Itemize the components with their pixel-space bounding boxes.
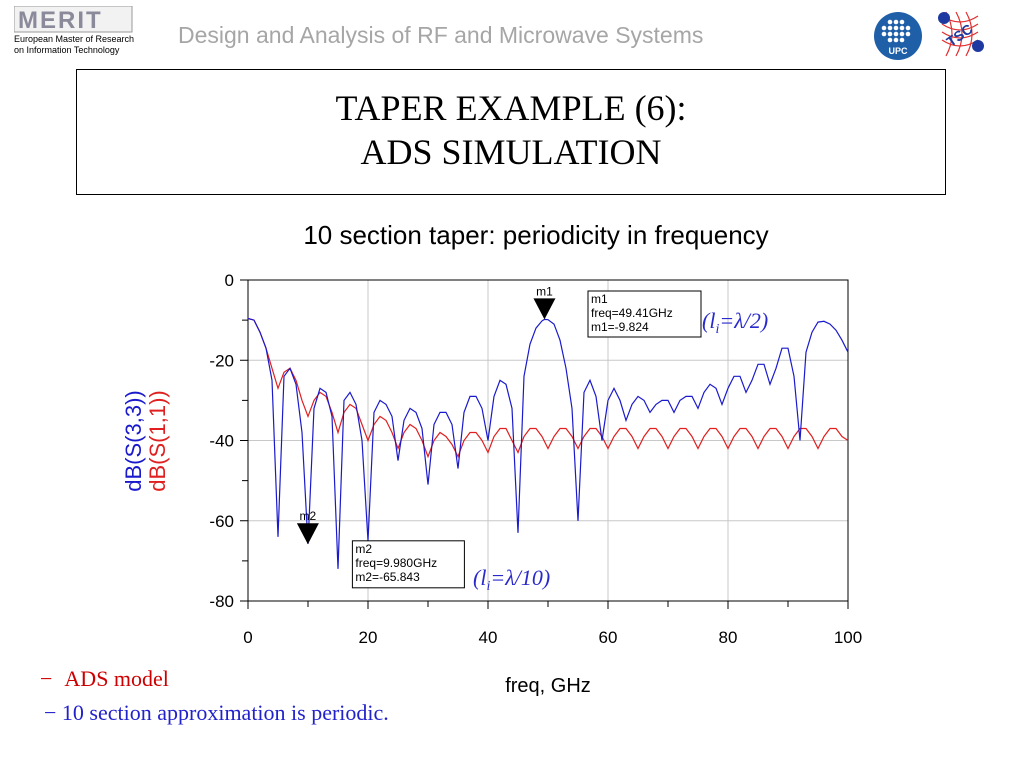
slide-title-line2: ADS SIMULATION	[360, 132, 662, 172]
slide-title-line1: TAPER EXAMPLE (6):	[335, 88, 687, 128]
bullet-ads-model: − ADS model	[40, 666, 169, 692]
course-title: Design and Analysis of RF and Microwave …	[178, 22, 704, 48]
slide-title-box: TAPER EXAMPLE (6): ADS SIMULATION	[76, 69, 946, 195]
annotation-tenth-rest: =λ/10)	[490, 565, 550, 590]
x-tick-label: 40	[479, 628, 498, 647]
bullet-periodic-text: 10 section approximation is periodic.	[61, 700, 389, 725]
marker-m1-triangle	[533, 298, 556, 320]
merit-logo-text: MERIT	[18, 7, 103, 34]
y-axis-label-s33: dB(S(3,3))	[121, 390, 146, 491]
x-tick-label: 0	[243, 628, 252, 647]
marker-layer: m1m1freq=49.41GHzm1=-9.824m2m2freq=9.980…	[296, 284, 702, 589]
marker-m1-label: m1	[536, 284, 553, 298]
merit-subtitle-line2: on Information Technology	[14, 45, 120, 55]
annotation-half-sub: i	[715, 322, 719, 337]
annotation-half-rest: =λ/2)	[719, 308, 768, 333]
marker-m2-triangle	[296, 523, 319, 545]
x-axis-label: freq, GHz	[505, 675, 591, 697]
marker-m1-readout-line: m1=-9.824	[591, 320, 649, 334]
merit-subtitle-line1: European Master of Research	[14, 34, 135, 44]
annotation-tenth-sub: i	[486, 579, 490, 594]
bullet-dash: −	[40, 666, 53, 691]
y-tick-label: -40	[209, 432, 234, 451]
x-tick-label: 80	[719, 628, 738, 647]
bullet-ads-model-text: ADS model	[64, 666, 169, 691]
marker-m2-readout-line: m2=-65.843	[355, 570, 420, 584]
y-tick-label: -20	[209, 351, 234, 370]
marker-m1-readout-box	[587, 290, 702, 338]
upc-logo-text: UPC	[888, 46, 908, 56]
merit-logo: MERIT	[14, 6, 133, 34]
series-line-s11	[247, 317, 849, 459]
upc-logo: UPC	[874, 12, 922, 60]
annotation-half-main: (l	[702, 308, 715, 333]
marker-m2-readout-line: freq=9.980GHz	[355, 556, 437, 570]
merit-subtitle: European Master of Research on Informati…	[14, 34, 154, 56]
marker-m1-readout-line: freq=49.41GHz	[591, 306, 673, 320]
annotation-tenth-main: (l	[473, 565, 486, 590]
series-line-s33	[247, 317, 849, 569]
axis-ticks: 0 20 40 60 80 100 0 -20 -40 -60 -80	[209, 271, 862, 647]
y-axis-label-s11: dB(S(1,1))	[145, 390, 170, 491]
y-tick-label: -60	[209, 512, 234, 531]
chart-title: 10 section taper: periodicity in frequen…	[303, 220, 769, 250]
annotation-tenth-wavelength: (li=λ/10)	[473, 565, 550, 594]
x-tick-label: 20	[359, 628, 378, 647]
marker-m2-readout-box	[351, 540, 465, 589]
bullet-dash: −	[44, 700, 57, 725]
x-tick-label: 100	[834, 628, 862, 647]
marker-m1-readout-line: m1	[591, 292, 608, 306]
annotation-half-wavelength: (li=λ/2)	[702, 308, 768, 337]
marker-m2-readout-line: m2	[355, 542, 372, 556]
bullet-periodic: − 10 section approximation is periodic.	[44, 700, 389, 726]
tsc-logo: TSC	[938, 11, 984, 57]
y-tick-label: -80	[209, 592, 234, 611]
series-layer	[247, 317, 849, 569]
x-tick-label: 60	[599, 628, 618, 647]
marker-m2-label: m2	[300, 509, 317, 523]
y-tick-label: 0	[225, 271, 234, 290]
